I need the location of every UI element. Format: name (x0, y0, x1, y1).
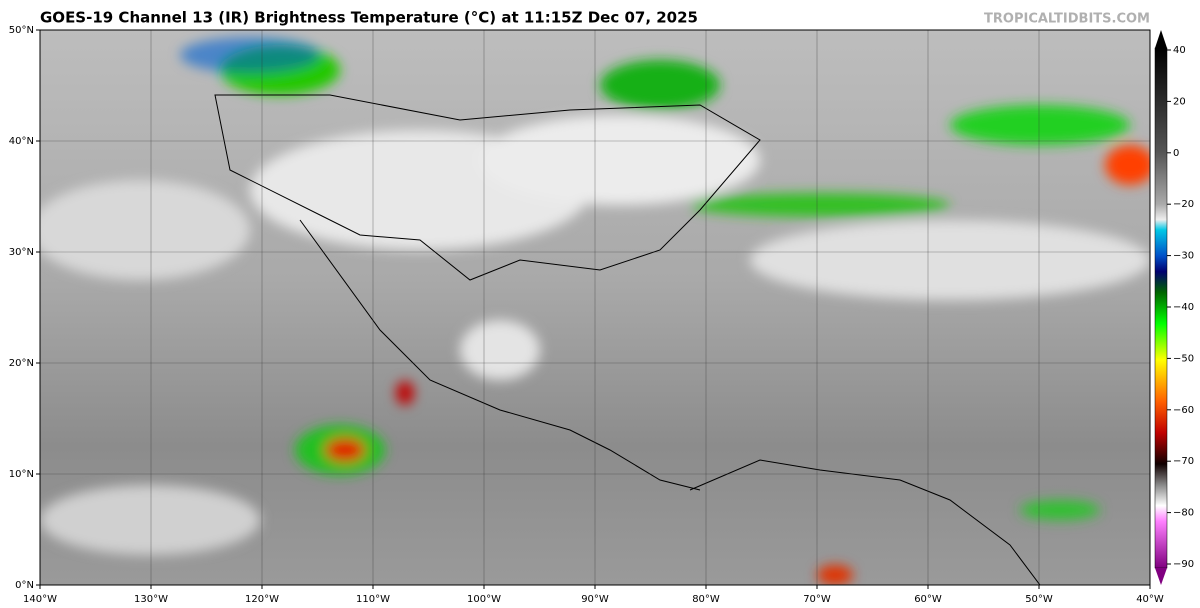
lat-label: 40°N (9, 136, 34, 147)
axis-labels: 50°N 40°N 30°N 20°N 10°N 0°N 140°W 130°W 120°W 11… (9, 25, 1194, 605)
coastline (214, 94, 761, 281)
lon-label: 80°W (692, 594, 720, 605)
lon-label: 140°W (23, 594, 57, 605)
cloud (396, 381, 414, 405)
colorbar (1154, 47, 1168, 569)
lon-label: 60°W (914, 594, 942, 605)
lon-label: 70°W (803, 594, 831, 605)
colorbar-label: −60 (1173, 405, 1194, 416)
colorbar-bottom-arrow (1155, 568, 1167, 585)
cloud-features (40, 37, 1150, 585)
lon-label: 90°W (581, 594, 609, 605)
colorbar-label: −70 (1173, 456, 1194, 467)
lon-label: 40°W (1136, 594, 1164, 605)
colorbar-label: 40 (1173, 45, 1186, 56)
coastline (299, 219, 701, 491)
coastline (689, 459, 1041, 585)
colorbar-label: −30 (1173, 251, 1194, 262)
lon-label: 100°W (467, 594, 501, 605)
cloud (690, 193, 950, 217)
watermark: TROPICALTIDBITS.COM (984, 12, 1150, 27)
colorbar-label: 0 (1173, 148, 1179, 159)
cloud (460, 320, 540, 380)
cloud (180, 37, 320, 73)
graticule (40, 30, 1150, 585)
cloud (817, 565, 853, 585)
colorbar-label: 20 (1173, 96, 1186, 107)
lat-label: 20°N (9, 358, 34, 369)
colorbar-label: −50 (1173, 353, 1194, 364)
cloud (600, 60, 720, 110)
lon-label: 110°W (356, 594, 390, 605)
map-title: GOES-19 Channel 13 (IR) Brightness Tempe… (40, 9, 698, 27)
cloud (325, 438, 365, 462)
lat-label: 30°N (9, 247, 34, 258)
colorbar-top-arrow (1155, 30, 1167, 48)
lat-label: 0°N (15, 580, 34, 591)
cloud (750, 220, 1150, 300)
lon-label: 50°W (1025, 594, 1053, 605)
satellite-image (40, 30, 1150, 585)
colorbar-label: −40 (1173, 302, 1194, 313)
cloud (480, 115, 760, 205)
lon-label: 120°W (245, 594, 279, 605)
cloud (1020, 500, 1100, 520)
cloud (40, 485, 260, 555)
colorbar-label: −80 (1173, 508, 1194, 519)
lat-label: 50°N (9, 25, 34, 36)
lat-label: 10°N (9, 469, 34, 480)
cloud (1105, 145, 1150, 185)
cloud (40, 180, 250, 280)
lon-label: 130°W (134, 594, 168, 605)
colorbar-label: −90 (1173, 559, 1194, 570)
colorbar-label: −20 (1173, 199, 1194, 210)
cloud (950, 105, 1130, 145)
